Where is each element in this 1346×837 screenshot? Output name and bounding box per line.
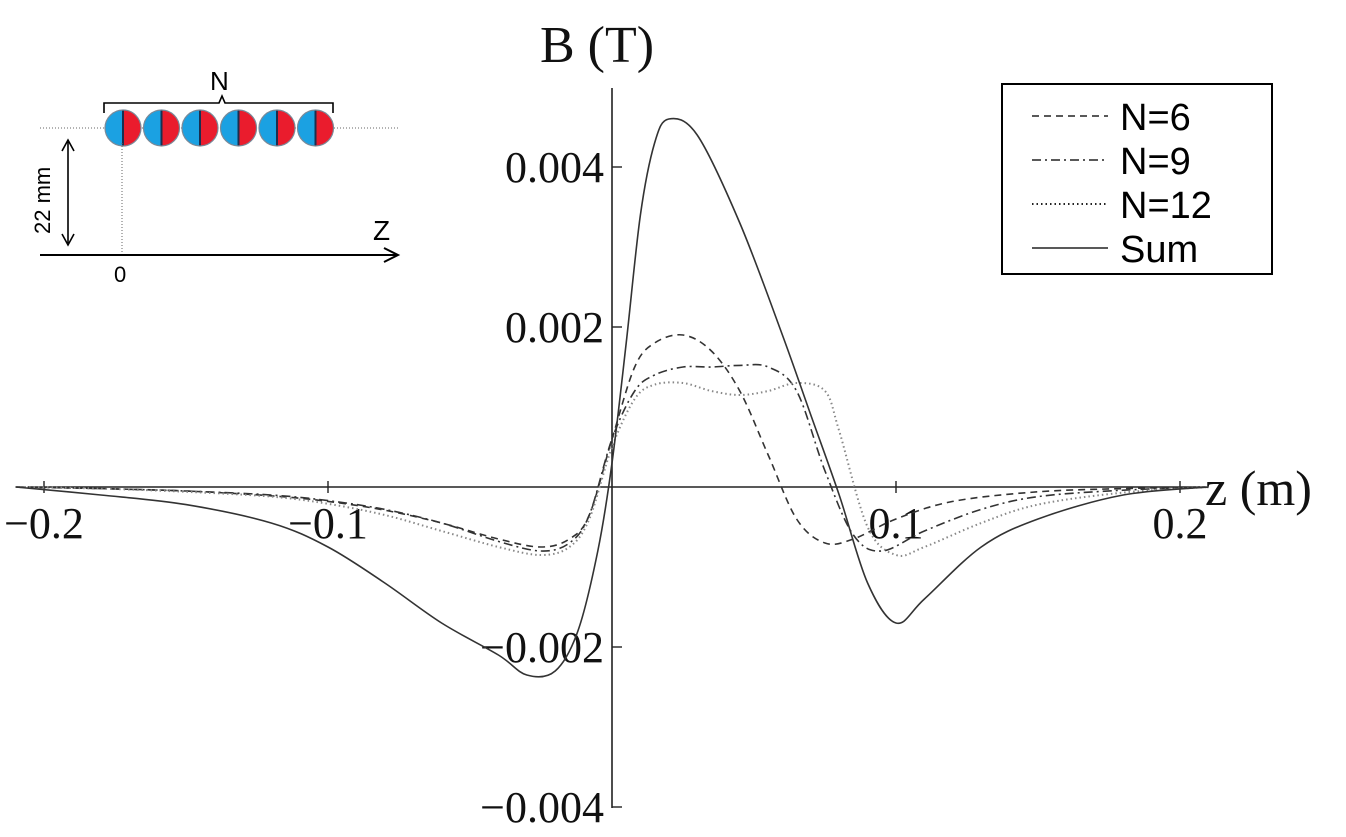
x-tick-label-3: 0.2	[1153, 499, 1208, 548]
series-line-n-12	[15, 381, 1209, 557]
y-tick-label-2: −0.002	[480, 623, 604, 672]
series-line-sum	[15, 117, 1209, 678]
inset-magnet-0	[104, 109, 142, 147]
x-tick-label-2: 0.1	[869, 499, 924, 548]
inset-magnet-1	[142, 109, 181, 147]
inset-z-label: Z	[373, 215, 390, 246]
x-tick-label-0: −0.2	[4, 499, 84, 548]
inset-magnet-4	[258, 109, 296, 147]
inset-distance-arrowhead-bottom	[61, 233, 75, 247]
inset-magnet-5	[296, 109, 335, 147]
y-tick-label-0: 0.004	[505, 143, 604, 192]
series-layer	[15, 117, 1209, 678]
axis-tick-labels: −0.2 −0.1 0.1 0.2 0.004 0.002 −0.002 −0.004	[4, 143, 1207, 832]
legend-label-1: N=9	[1120, 141, 1191, 183]
inset-magnet-2	[181, 109, 219, 147]
inset-magnets	[104, 109, 335, 147]
x-axis-label: z (m)	[1205, 460, 1312, 516]
legend-label-3: Sum	[1120, 229, 1198, 271]
inset-brace	[103, 93, 334, 113]
y-tick-label-1: 0.002	[505, 303, 604, 352]
x-tick-label-1: −0.1	[288, 499, 368, 548]
inset-distance-label: 22 mm	[30, 167, 55, 234]
y-tick-label-3: −0.004	[480, 783, 604, 832]
y-axis-label: B (T)	[540, 17, 654, 74]
inset-count-label: N	[210, 66, 229, 96]
inset-distance-arrowhead-top	[61, 138, 75, 152]
inset-origin-label: 0	[114, 262, 126, 287]
legend-label-2: N=12	[1120, 185, 1212, 227]
inset-diagram: N 22 mm Z 0	[30, 66, 401, 287]
inset-magnet-3	[219, 109, 258, 147]
legend-label-0: N=6	[1120, 97, 1191, 139]
inset-z-arrowhead	[383, 247, 401, 263]
series-line-n-9	[15, 363, 1209, 552]
